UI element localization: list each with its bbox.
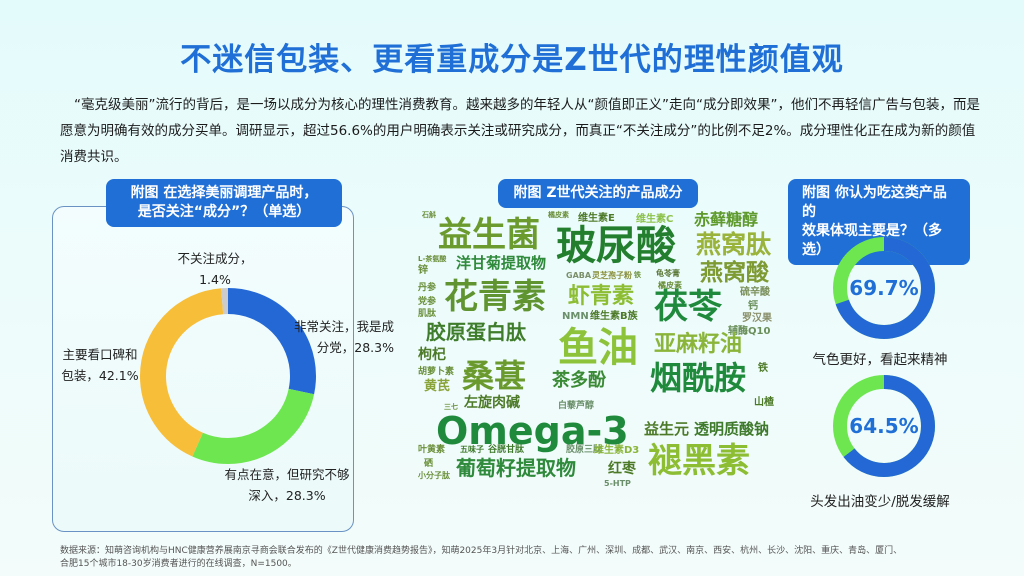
word: 洋甘菊提取物 xyxy=(456,254,547,272)
label-value: 包装，42.1% xyxy=(61,368,139,383)
source-line2: 合肥15个城市18-30岁消费者进行的在线调查，N=1500。 xyxy=(60,559,297,569)
word: 石斛 xyxy=(422,211,436,219)
label-text: 非常关注，我是成 xyxy=(293,319,394,334)
panel1-badge-line2: 是否关注“成分”？（单选） xyxy=(137,204,311,220)
slice-somewhat-concerned xyxy=(140,288,316,464)
panel3-badge-line1: 附图 你认为吃这类产品的 xyxy=(802,185,947,220)
word: 益生菌 xyxy=(438,215,540,255)
word: GABA xyxy=(566,271,592,280)
label-value: 分党，28.3% xyxy=(316,340,394,355)
label-value: 深入，28.3% xyxy=(248,488,326,503)
word: 罗汉果 xyxy=(742,313,772,324)
word: 胶原蛋白肽 xyxy=(426,320,526,344)
word: 维生素B族 xyxy=(590,311,638,322)
word: 龟苓膏 xyxy=(656,269,680,278)
word: 维生素E xyxy=(578,213,615,224)
word: 硒 xyxy=(424,459,434,469)
word: 五味子 xyxy=(460,445,484,454)
word: 燕窝肽 xyxy=(696,230,772,259)
effect-donut-complexion: 69.7% xyxy=(832,236,936,340)
panel1-badge: 附图 在选择美丽调理产品时， 是否关注“成分”？（单选） xyxy=(106,179,342,227)
word: 党参 xyxy=(418,297,437,307)
word: 鱼油 xyxy=(558,325,638,371)
word: L-茶氨酸 xyxy=(418,255,447,263)
label-text: 有点在意，但研究不够 xyxy=(224,467,350,482)
ingredient-word-cloud: 石斛 益生菌 橘皮素 维生素E 维生素C 玻尿酸 赤藓糖醇 燕窝肽 L-茶氨酸 … xyxy=(418,210,778,500)
word: 锌 xyxy=(418,265,428,276)
word: 钙 xyxy=(748,301,758,312)
word: 茯苓 xyxy=(654,287,722,327)
effect1-percent: 69.7% xyxy=(849,276,919,300)
word: 虾青素 xyxy=(568,284,635,309)
word: 丹参 xyxy=(418,283,437,293)
word: 硫辛酸 xyxy=(740,287,770,298)
word: 叶黄素 xyxy=(418,445,446,455)
word: 红枣 xyxy=(608,461,636,477)
label-value: 1.4% xyxy=(199,272,231,287)
word: 灵芝孢子粉 xyxy=(592,271,632,280)
word: 葡萄籽提取物 xyxy=(456,456,576,480)
panel3-badge-line2: 效果体现主要是？（多选） xyxy=(802,223,942,258)
label-reputation-packaging: 主要看口碑和 包装，42.1% xyxy=(56,344,144,386)
word: 亚麻籽油 xyxy=(654,332,743,357)
word: 肌肽 xyxy=(418,309,437,319)
word: 益生元 xyxy=(644,420,690,438)
word: Omega-3 xyxy=(436,409,629,453)
word: 白藜芦醇 xyxy=(558,401,595,411)
word: 5-HTP xyxy=(604,479,631,488)
word: 谷胱甘肽 xyxy=(488,445,525,455)
word: 胡萝卜素 xyxy=(418,367,455,377)
word: 左旋肉碱 xyxy=(464,395,520,411)
word: 铁 xyxy=(634,271,641,279)
effect2-label: 头发出油变少/脱发缓解 xyxy=(810,494,950,510)
word: 维生素C xyxy=(636,214,674,225)
data-source-note: 数据来源：知萌咨询机构与HNC健康营养展南京寻商会联合发布的《Z世代健康消费趋势… xyxy=(60,545,980,571)
word: 铁 xyxy=(758,363,768,374)
effect-donut-hair: 64.5% xyxy=(832,374,936,478)
label-text: 主要看口碑和 xyxy=(62,347,138,362)
effect1-label: 气色更好，看起来精神 xyxy=(812,352,948,368)
source-line1: 数据来源：知萌咨询机构与HNC健康营养展南京寻商会联合发布的《Z世代健康消费趋势… xyxy=(60,546,903,556)
label-very-concerned: 非常关注，我是成 分党，28.3% xyxy=(288,316,400,358)
word: 烟酰胺 xyxy=(650,359,747,397)
label-not-concerned: 不关注成分， 1.4% xyxy=(175,248,255,290)
word: 胶原三肽 xyxy=(566,445,603,455)
word: 燕窝酸 xyxy=(700,260,769,286)
word: 茶多酚 xyxy=(552,370,606,391)
word: 橘皮素 xyxy=(658,281,682,290)
word: 花青素 xyxy=(444,277,546,317)
slice-not-concerned xyxy=(140,288,316,464)
ingredient-attention-donut xyxy=(140,288,316,464)
label-somewhat-concerned: 有点在意，但研究不够 深入，28.3% xyxy=(222,464,352,506)
word: 橘皮素 xyxy=(548,211,569,219)
word: 小分子肽 xyxy=(418,471,450,480)
effect2-percent: 64.5% xyxy=(849,414,919,438)
word: 山楂 xyxy=(754,397,774,408)
slice-reputation-packaging xyxy=(140,288,316,464)
word: 透明质酸钠 xyxy=(694,420,770,438)
word: NMN xyxy=(562,311,589,322)
panel1-badge-line1: 附图 在选择美丽调理产品时， xyxy=(130,185,318,201)
word: 黄芪 xyxy=(424,379,451,394)
word: 褪黑素 xyxy=(648,441,750,481)
word: 枸杞 xyxy=(418,347,446,363)
word: 赤藓糖醇 xyxy=(694,210,759,229)
label-text: 不关注成分， xyxy=(177,251,253,266)
word: 桑葚 xyxy=(462,357,527,395)
word: 维生素D3 xyxy=(594,445,640,456)
word: 玻尿酸 xyxy=(556,223,676,269)
word: 辅酶Q10 xyxy=(728,326,771,337)
page-title: 不迷信包装、更看重成分是Z世代的理性颜值观 xyxy=(180,42,844,78)
word: 三七 xyxy=(444,403,458,411)
panel2-badge: 附图 Z世代关注的产品成分 xyxy=(498,179,698,208)
intro-paragraph: “毫克级美丽”流行的背后，是一场以成分为核心的理性消费教育。越来越多的年轻人从“… xyxy=(60,97,980,165)
